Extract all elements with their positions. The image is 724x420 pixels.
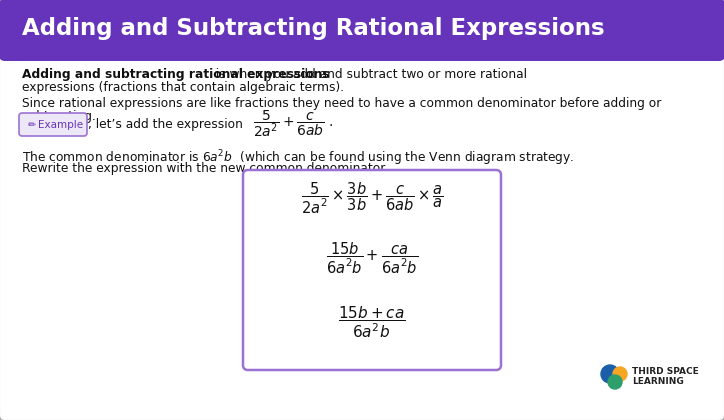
Text: $\dfrac{5}{2a^2} \times \dfrac{3b}{3b} + \dfrac{c}{6ab} \times \dfrac{a}{a}$: $\dfrac{5}{2a^2} \times \dfrac{3b}{3b} +… [300, 180, 443, 215]
Text: THIRD SPACE: THIRD SPACE [632, 367, 699, 375]
Text: $\dfrac{15b + ca}{6a^2b}$: $\dfrac{15b + ca}{6a^2b}$ [338, 304, 405, 340]
Text: expressions (fractions that contain algebraic terms).: expressions (fractions that contain alge… [22, 81, 344, 94]
Circle shape [608, 375, 622, 389]
Circle shape [613, 367, 627, 381]
Text: Rewrite the expression with the new common denominator.: Rewrite the expression with the new comm… [22, 162, 388, 175]
Text: , let’s add the expression: , let’s add the expression [88, 118, 243, 131]
Text: Example: Example [38, 120, 83, 129]
Text: is when you add and subtract two or more rational: is when you add and subtract two or more… [22, 68, 527, 81]
Text: subtracting.: subtracting. [22, 110, 96, 123]
Text: $\dfrac{5}{2a^2} + \dfrac{c}{6ab}\ .$: $\dfrac{5}{2a^2} + \dfrac{c}{6ab}\ .$ [253, 108, 334, 139]
FancyBboxPatch shape [0, 0, 724, 61]
Text: ✏: ✏ [28, 120, 36, 129]
Text: Since rational expressions are like fractions they need to have a common denomin: Since rational expressions are like frac… [22, 97, 662, 110]
Text: $\dfrac{15b}{6a^2b} + \dfrac{ca}{6a^2b}$: $\dfrac{15b}{6a^2b} + \dfrac{ca}{6a^2b}$ [326, 240, 418, 276]
Text: Adding and subtracting rational expressions: Adding and subtracting rational expressi… [22, 68, 329, 81]
Text: Adding and Subtracting Rational Expressions: Adding and Subtracting Rational Expressi… [22, 18, 605, 40]
Text: LEARNING: LEARNING [632, 376, 683, 386]
Circle shape [601, 365, 619, 383]
Text: The common denominator is $6a^2b$  (which can be found using the Venn diagram st: The common denominator is $6a^2b$ (which… [22, 148, 574, 168]
FancyBboxPatch shape [19, 113, 87, 136]
FancyBboxPatch shape [243, 170, 501, 370]
